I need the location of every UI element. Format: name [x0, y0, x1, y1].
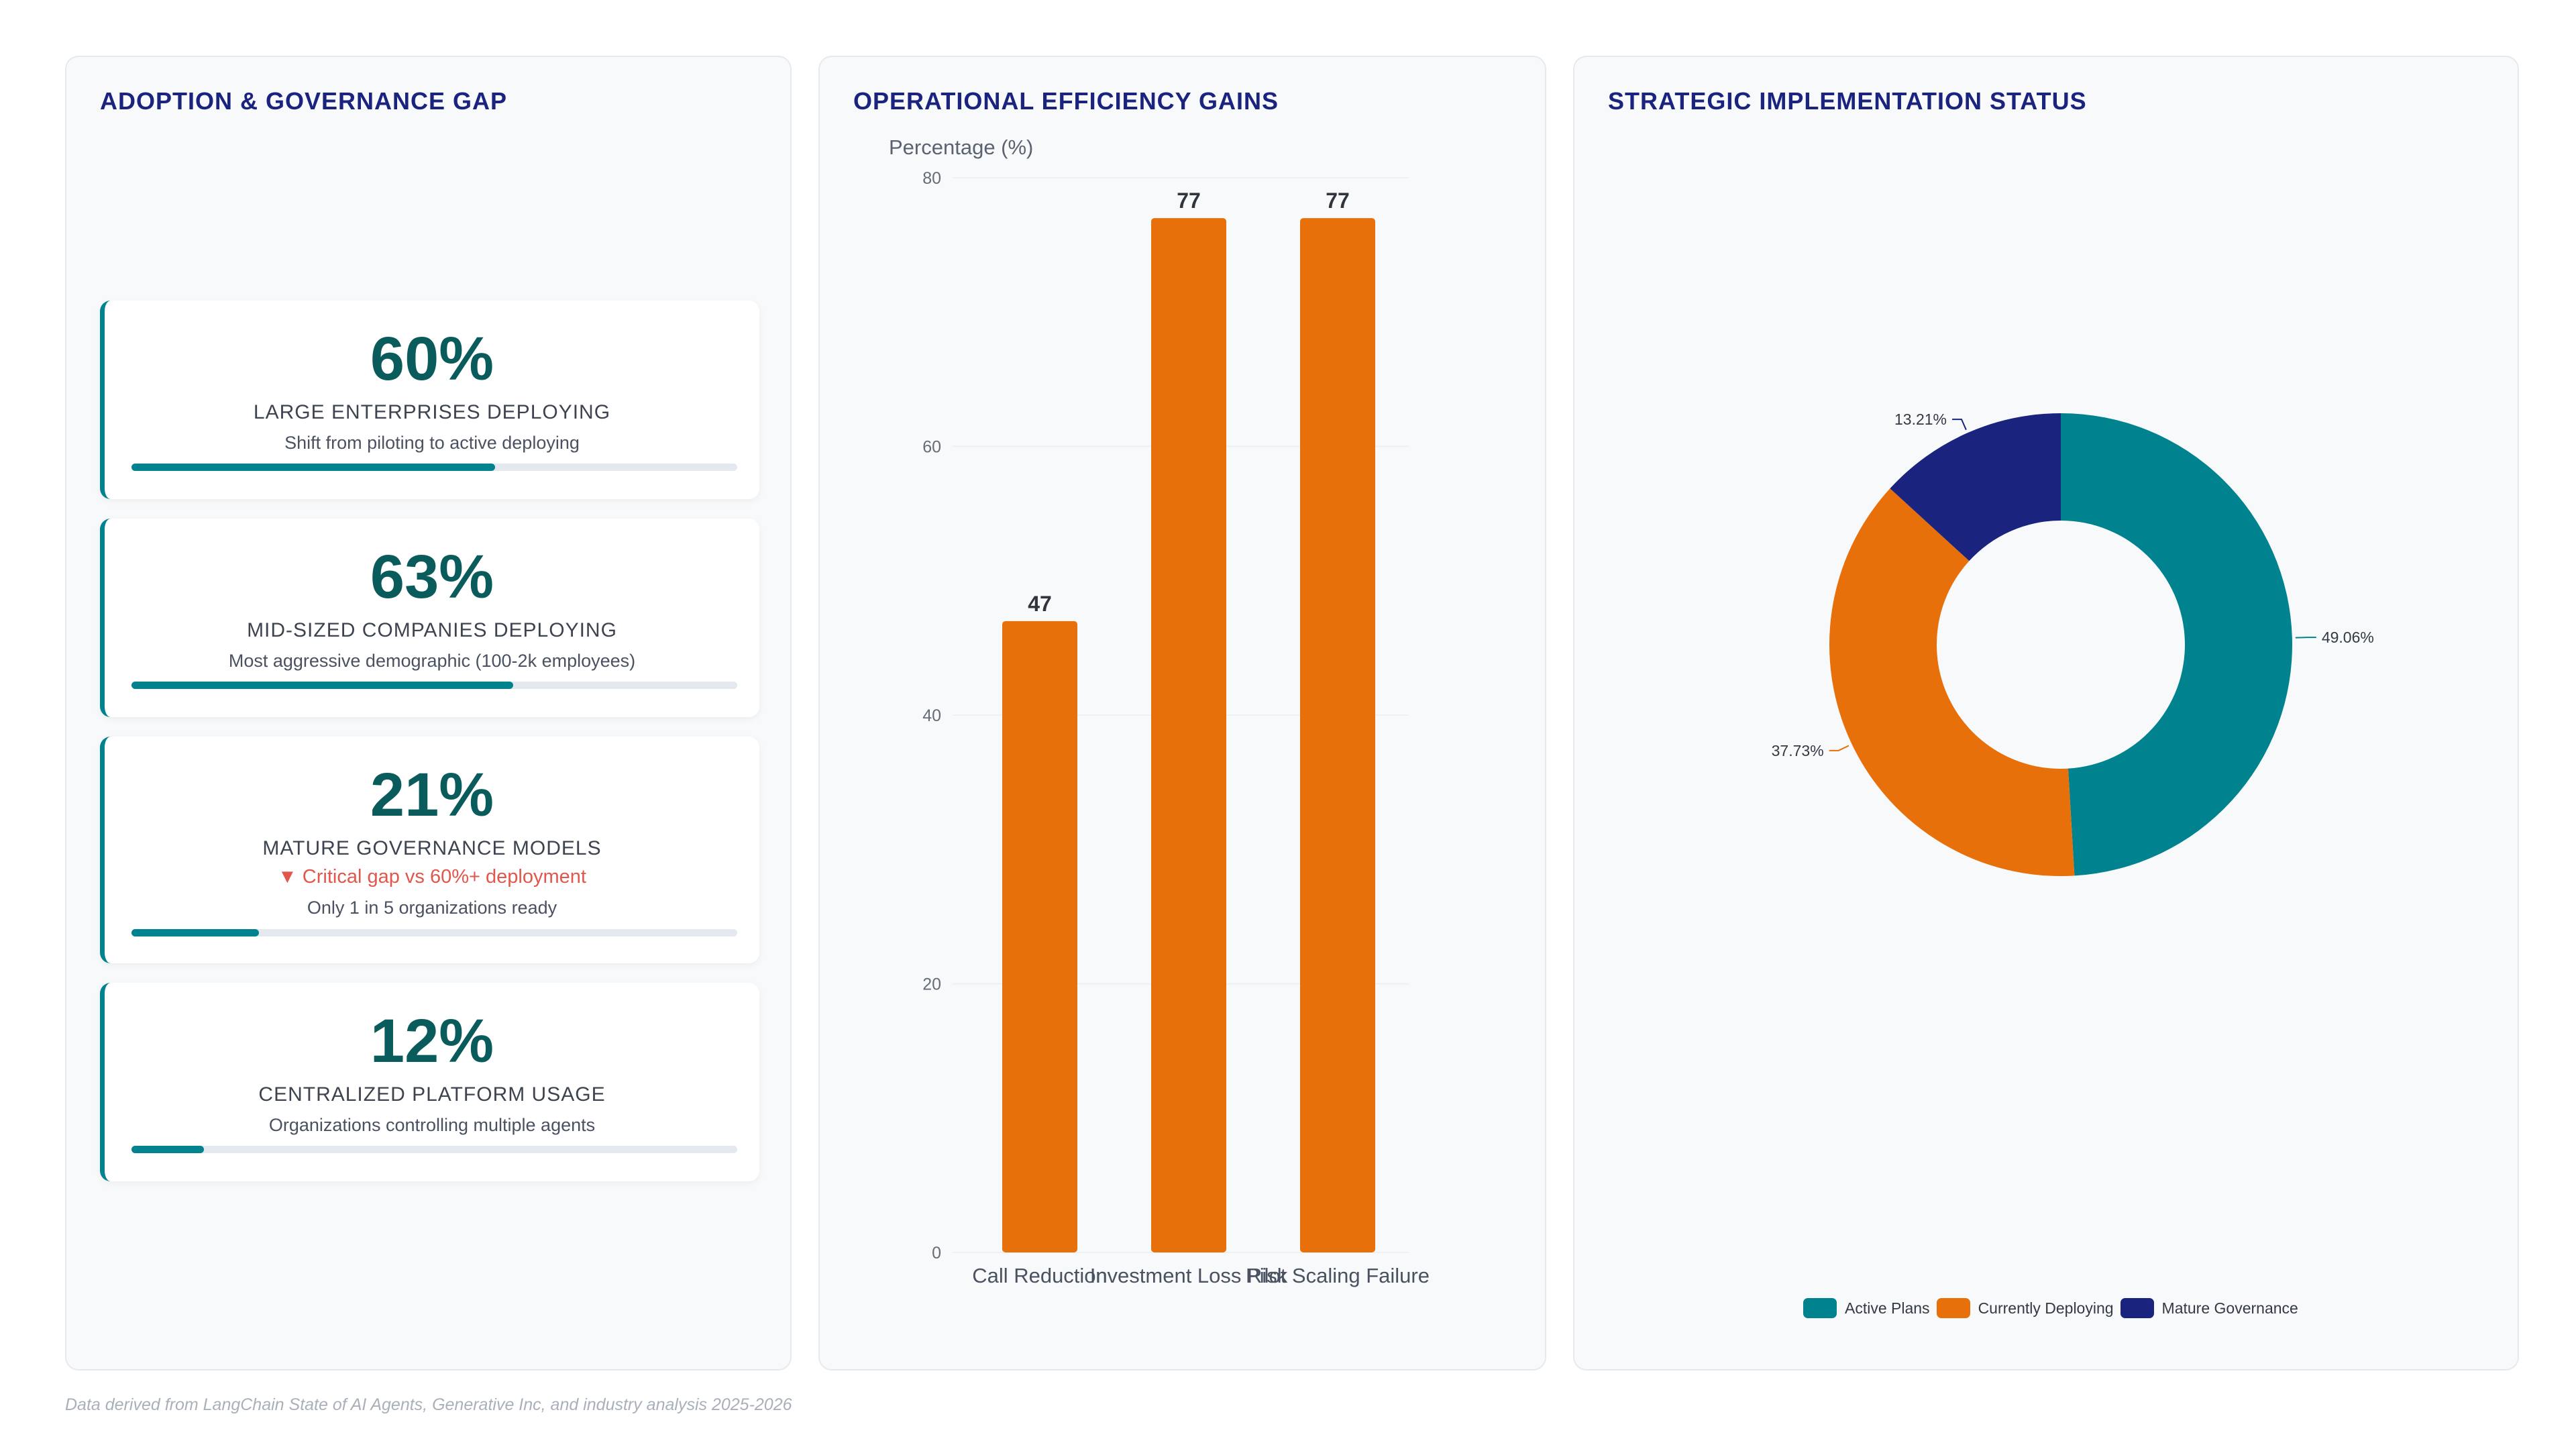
kpi-label: MID-SIZED COMPANIES DEPLOYING [247, 619, 617, 641]
efficiency-title: OPERATIONAL EFFICIENCY GAINS [853, 87, 1279, 115]
legend-swatch [1803, 1298, 1837, 1318]
bar-value-label: 47 [1028, 592, 1052, 616]
kpi-value: 60% [370, 325, 494, 393]
slice-value-label: 49.06% [2322, 629, 2374, 646]
bar [1151, 218, 1226, 1253]
kpi-label: LARGE ENTERPRISES DEPLOYING [253, 401, 611, 423]
kpi-value: 12% [370, 1007, 494, 1075]
status-title: STRATEGIC IMPLEMENTATION STATUS [1608, 87, 2087, 115]
kpi-card-centralized: 12% CENTRALIZED PLATFORM USAGE Organizat… [100, 983, 759, 1181]
legend-item[interactable]: Active Plans [1803, 1298, 1930, 1318]
bar [1300, 218, 1375, 1253]
slice-leader-line [2295, 637, 2316, 639]
adoption-panel: ADOPTION & GOVERNANCE GAP 60% LARGE ENTE… [65, 56, 792, 1371]
donut-chart: 49.06% 37.73% 13.21% [1772, 411, 2374, 876]
legend-item[interactable]: Mature Governance [2120, 1298, 2298, 1318]
adoption-title: ADOPTION & GOVERNANCE GAP [100, 87, 508, 115]
legend-label: Currently Deploying [1978, 1299, 2114, 1317]
slice-value-label: 13.21% [1894, 411, 1947, 428]
kpi-progress-track [131, 929, 737, 936]
kpi-alert: ▼ Critical gap vs 60%+ deployment [278, 866, 586, 888]
y-tick-label: 0 [932, 1244, 941, 1263]
kpi-progress-track [131, 682, 737, 689]
kpi-progress-fill [131, 929, 259, 936]
kpi-subtitle: Most aggressive demographic (100-2k empl… [228, 651, 636, 671]
donut-slice [1890, 413, 2061, 561]
kpi-progress-fill [131, 682, 513, 689]
donut-slice [2061, 413, 2293, 876]
source-footnote: Data derived from LangChain State of AI … [65, 1395, 792, 1414]
legend-swatch [1936, 1298, 1970, 1318]
kpi-progress-track [131, 464, 737, 471]
bar-value-label: 77 [1326, 189, 1350, 213]
y-tick-label: 20 [922, 975, 941, 994]
kpi-subtitle: Only 1 in 5 organizations ready [307, 898, 557, 918]
kpi-label: CENTRALIZED PLATFORM USAGE [258, 1083, 606, 1106]
donut-slice [1829, 488, 2075, 876]
legend-swatch [2120, 1298, 2154, 1318]
y-tick-label: 60 [922, 438, 941, 457]
kpi-progress-track [131, 1146, 737, 1153]
kpi-subtitle: Shift from piloting to active deploying [284, 433, 580, 453]
donut-legend: Active Plans Currently Deploying Mature Go… [1803, 1298, 2305, 1318]
kpi-progress-fill [131, 464, 495, 471]
bar [1002, 621, 1077, 1252]
kpi-card-governance: 21% MATURE GOVERNANCE MODELS ▼ Critical … [100, 737, 759, 963]
legend-label: Mature Governance [2161, 1299, 2298, 1317]
kpi-progress-fill [131, 1146, 205, 1153]
y-tick-label: 80 [922, 169, 941, 188]
y-tick-label: 40 [922, 706, 941, 725]
slice-value-label: 37.73% [1772, 742, 1824, 759]
slice-leader-line [1829, 745, 1849, 751]
status-panel: STRATEGIC IMPLEMENTATION STATUS [1573, 56, 2519, 1371]
legend-item[interactable]: Currently Deploying [1936, 1298, 2114, 1318]
kpi-value: 21% [370, 761, 494, 829]
bar-value-label: 77 [1177, 189, 1201, 213]
bar-chart: Percentage (%) 0 20 40 60 80 47 Call Reduction 7… [889, 136, 1430, 1287]
x-tick-label: Pilot Scaling Failure [1246, 1264, 1430, 1287]
kpi-card-mid-sized: 63% MID-SIZED COMPANIES DEPLOYING Most a… [100, 519, 759, 717]
kpi-card-large-enterprises: 60% LARGE ENTERPRISES DEPLOYING Shift fr… [100, 301, 759, 499]
kpi-label: MATURE GOVERNANCE MODELS [262, 837, 602, 859]
slice-leader-line [1952, 419, 1967, 431]
kpi-subtitle: Organizations controlling multiple agent… [268, 1115, 596, 1135]
x-tick-label: Investment Loss Risk [1090, 1264, 1288, 1287]
y-axis-label: Percentage (%) [889, 136, 1033, 159]
kpi-value: 63% [370, 543, 494, 611]
x-tick-label: Call Reduction [972, 1264, 1108, 1287]
legend-label: Active Plans [1845, 1299, 1930, 1317]
